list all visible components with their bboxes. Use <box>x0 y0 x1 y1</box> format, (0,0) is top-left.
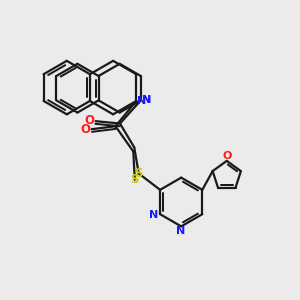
Text: O: O <box>222 151 232 161</box>
Text: S: S <box>130 173 139 186</box>
Text: N: N <box>137 96 146 106</box>
Text: O: O <box>84 114 94 127</box>
Text: N: N <box>142 95 151 105</box>
Text: N: N <box>149 210 158 220</box>
Text: O: O <box>81 123 91 136</box>
Text: N: N <box>142 95 151 105</box>
Text: S: S <box>134 167 143 180</box>
Text: N: N <box>176 226 185 236</box>
